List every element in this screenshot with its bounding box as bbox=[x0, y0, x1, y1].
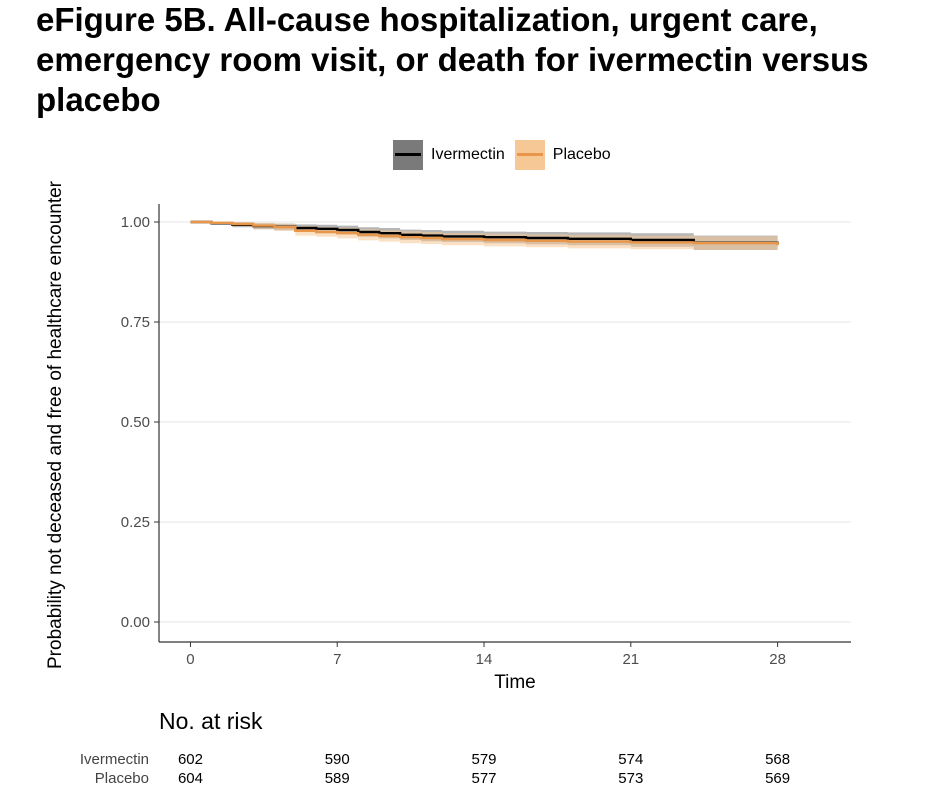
survival-line-placebo bbox=[190, 220, 779, 246]
risk-value: 574 bbox=[618, 751, 644, 768]
x-tick-label: 21 bbox=[622, 651, 639, 668]
risk-row-label: Placebo bbox=[94, 770, 149, 787]
y-tick-label: 0.25 bbox=[121, 514, 150, 531]
risk-table-title: No. at risk bbox=[159, 708, 263, 734]
risk-row-ivermectin: Ivermectin 602 590 579 574 568 bbox=[0, 751, 927, 771]
risk-value: 604 bbox=[177, 770, 203, 787]
x-tick-label: 28 bbox=[769, 651, 786, 668]
risk-row-label: Ivermectin bbox=[79, 751, 149, 768]
legend-label-placebo: Placebo bbox=[552, 146, 611, 163]
risk-value: 573 bbox=[618, 770, 644, 787]
risk-row-placebo: Placebo 604 589 577 573 569 bbox=[0, 770, 927, 790]
x-tick-label: 14 bbox=[476, 651, 493, 668]
risk-value: 590 bbox=[324, 751, 350, 768]
x-tick-label: 0 bbox=[186, 651, 194, 668]
legend-label-ivermectin: Ivermectin bbox=[431, 146, 505, 163]
y-tick-label: 0.75 bbox=[121, 314, 150, 331]
risk-value: 602 bbox=[177, 751, 203, 768]
risk-value: 568 bbox=[765, 751, 791, 768]
legend-item-ivermectin: Ivermectin bbox=[393, 140, 505, 170]
legend: Ivermectin Placebo bbox=[393, 139, 621, 171]
legend-key-placebo bbox=[514, 140, 545, 170]
risk-value: 577 bbox=[471, 770, 497, 787]
risk-value: 579 bbox=[471, 751, 497, 768]
risk-value: 589 bbox=[324, 770, 350, 787]
x-axis-label: Time bbox=[494, 672, 536, 693]
legend-item-placebo: Placebo bbox=[514, 140, 611, 170]
y-tick-label: 1.00 bbox=[121, 214, 150, 231]
y-tick-label: 0.00 bbox=[121, 614, 150, 631]
legend-key-ivermectin bbox=[393, 140, 423, 170]
risk-value: 569 bbox=[765, 770, 791, 787]
x-tick-label: 7 bbox=[333, 651, 341, 668]
figure-title: eFigure 5B. All-cause hospitalization, u… bbox=[36, 1, 869, 118]
y-tick-label: 0.50 bbox=[121, 414, 150, 431]
